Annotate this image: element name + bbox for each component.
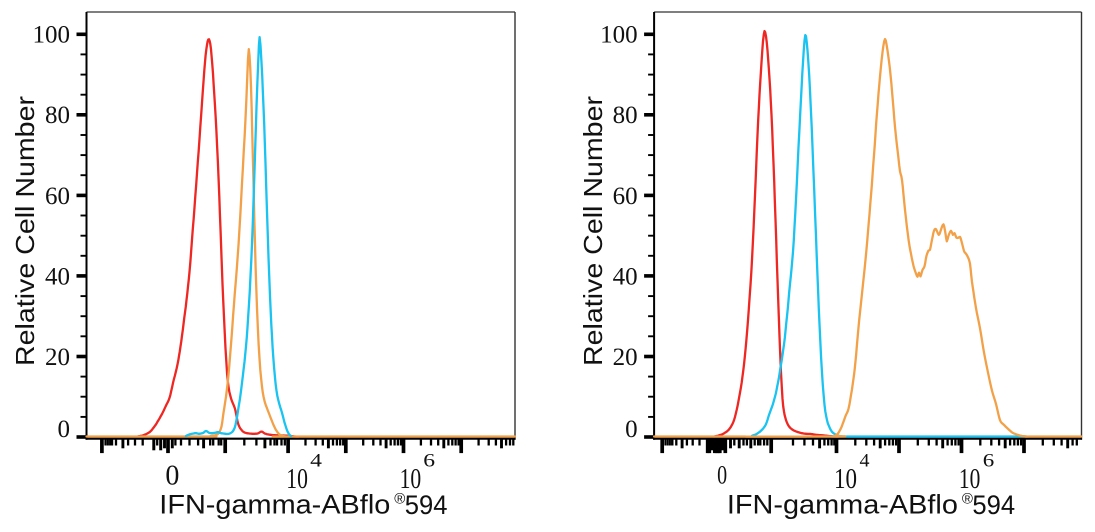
svg-text:®: ® [962,491,973,508]
svg-text:IFN-gamma-ABflo: IFN-gamma-ABflo [159,490,390,520]
svg-text:60: 60 [45,183,70,210]
svg-text:80: 80 [45,102,70,129]
svg-text:10: 10 [400,464,422,495]
svg-text:0: 0 [165,460,179,491]
svg-text:0: 0 [58,416,71,443]
svg-text:Relative Cell Number: Relative Cell Number [578,96,608,366]
svg-text:10: 10 [286,464,308,495]
svg-text:10: 10 [834,464,857,495]
svg-text:IFN-gamma-ABflo: IFN-gamma-ABflo [727,490,958,520]
svg-text:0: 0 [717,460,727,489]
svg-text:6: 6 [423,451,435,472]
svg-text:4: 4 [310,451,322,472]
svg-text:40: 40 [45,263,70,290]
svg-text:594: 594 [405,490,448,520]
svg-text:®: ® [394,491,405,508]
svg-text:10: 10 [959,464,980,495]
svg-text:594: 594 [972,490,1015,520]
svg-text:100: 100 [33,22,71,49]
svg-text:100: 100 [600,22,638,49]
svg-text:20: 20 [613,344,638,371]
svg-text:Relative Cell Number: Relative Cell Number [10,96,40,366]
svg-text:0: 0 [625,416,638,443]
svg-text:4: 4 [860,451,871,472]
svg-text:6: 6 [983,451,995,472]
svg-text:40: 40 [613,263,638,290]
svg-text:20: 20 [45,344,70,371]
svg-text:80: 80 [613,102,638,129]
svg-text:60: 60 [613,183,638,210]
